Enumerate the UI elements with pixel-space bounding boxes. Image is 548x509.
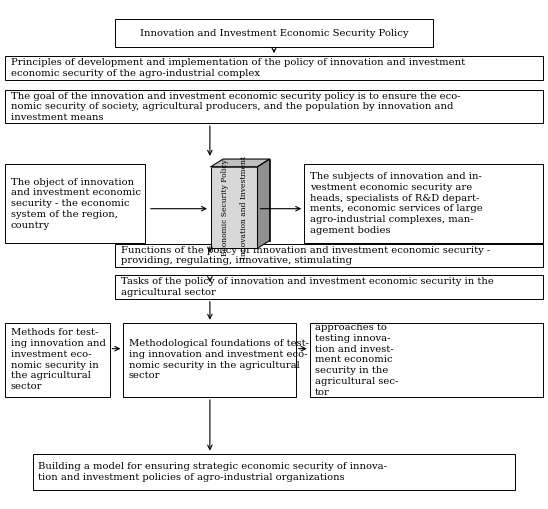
Polygon shape — [258, 159, 270, 248]
Text: Principles of development and implementation of the policy of innovation and inv: Principles of development and implementa… — [11, 59, 465, 78]
Text: approaches to
testing innova-
tion and invest-
ment economic
security in the
agr: approaches to testing innova- tion and i… — [315, 323, 398, 397]
Text: The goal of the innovation and investment economic security policy is to ensure : The goal of the innovation and investmen… — [11, 92, 460, 122]
Text: Methods for test-
ing innovation and
investment eco-
nomic security in
the agric: Methods for test- ing innovation and inv… — [11, 328, 106, 391]
FancyBboxPatch shape — [5, 164, 145, 243]
FancyBboxPatch shape — [5, 323, 110, 397]
Text: The object of innovation
and investment economic
security - the economic
system : The object of innovation and investment … — [11, 178, 141, 230]
FancyBboxPatch shape — [5, 56, 543, 80]
Text: Functions of the policy of innovation and investment economic security -
providi: Functions of the policy of innovation an… — [121, 246, 490, 265]
FancyBboxPatch shape — [123, 323, 296, 397]
Text: Economic Security Policy: Economic Security Policy — [221, 159, 229, 256]
FancyBboxPatch shape — [211, 167, 258, 248]
Text: Building a model for ensuring strategic economic security of innova-
tion and in: Building a model for ensuring strategic … — [38, 462, 387, 482]
Text: Tasks of the policy of innovation and investment economic security in the
agricu: Tasks of the policy of innovation and in… — [121, 277, 493, 297]
Text: The subjects of innovation and in-
vestment economic security are
heads, special: The subjects of innovation and in- vestm… — [310, 172, 482, 235]
FancyBboxPatch shape — [310, 323, 543, 397]
FancyBboxPatch shape — [5, 91, 543, 123]
Text: Innovation and Investment Economic Security Policy: Innovation and Investment Economic Secur… — [140, 29, 408, 38]
FancyBboxPatch shape — [304, 164, 543, 243]
FancyBboxPatch shape — [115, 275, 543, 299]
FancyBboxPatch shape — [223, 159, 270, 241]
FancyBboxPatch shape — [115, 244, 543, 267]
Text: Methodological foundations of test-
ing innovation and investment eco-
nomic sec: Methodological foundations of test- ing … — [129, 339, 309, 381]
Polygon shape — [211, 159, 270, 167]
Text: Innovation and Investment: Innovation and Investment — [239, 156, 248, 259]
FancyBboxPatch shape — [33, 454, 515, 490]
FancyBboxPatch shape — [115, 19, 433, 47]
